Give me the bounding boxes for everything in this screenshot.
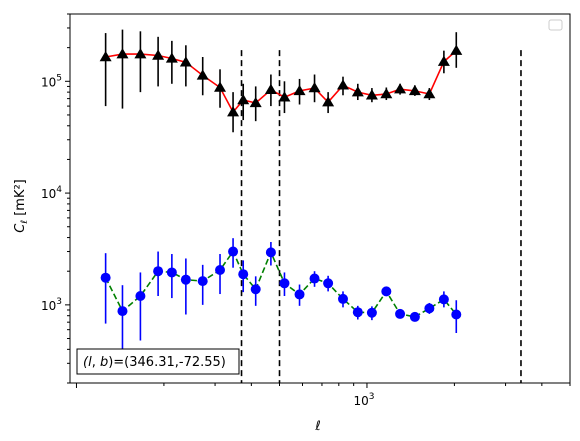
data-point-triangle [437,55,450,66]
data-point-circle [197,276,208,287]
data-point-circle [250,284,261,295]
data-point-circle [424,303,435,314]
y-tick-label: 104 [41,185,62,201]
data-point-triangle [179,56,192,67]
data-point-circle [135,291,146,302]
data-point-triangle [152,49,165,60]
data-point-triangle [450,44,463,55]
data-point-circle [294,289,305,300]
data-point-circle [438,294,449,305]
annotation-text: (l, b)=(346.31,-72.55) [83,355,226,370]
data-point-circle [117,306,128,317]
data-point-circle [100,272,111,283]
data-point-triangle [423,87,436,99]
legend-box[interactable] [548,19,563,31]
data-point-triangle [237,94,250,105]
data-point-circle [228,246,239,257]
data-point-circle [323,278,334,289]
axis-ticks: 103 104 105 103 [41,13,571,408]
data-point-circle [451,309,462,320]
plot-area [99,29,522,383]
data-point-circle [153,266,164,277]
data-point-circle [409,311,420,322]
y-axis-label: Cℓ [mK²] [13,179,30,232]
data-point-triangle [249,96,262,108]
annotation-box [76,348,240,375]
data-point-circle [279,278,290,289]
data-point-triangle [365,89,378,100]
data-point-triangle [293,84,306,96]
data-point-triangle [116,48,129,59]
data-point-triangle [214,81,227,92]
data-point-circle [238,269,249,280]
data-point-circle [215,265,226,276]
x-tick-label: 103 [353,392,374,408]
data-point-circle [366,307,377,318]
data-point-triangle [264,83,277,94]
data-point-triangle [380,87,393,99]
x-axis-label: ℓ [314,419,320,434]
data-point-triangle [278,91,291,102]
data-point-triangle [394,83,407,94]
data-point-triangle [134,48,147,59]
data-point-circle [180,274,191,285]
y-tick-label: 103 [41,297,62,313]
data-point-triangle [408,84,421,96]
plot-content [99,29,522,383]
series-triangles [99,29,463,133]
data-point-triangle [165,52,178,63]
data-point-triangle [336,79,349,90]
data-point-triangle [227,106,240,117]
data-point-triangle [99,50,112,62]
data-point-circle [337,293,348,304]
data-point-triangle [308,82,321,93]
data-point-circle [352,307,363,318]
data-point-triangle [322,96,335,107]
data-point-circle [166,267,177,278]
series-circles [100,238,462,367]
data-point-circle [381,286,392,297]
data-point-circle [395,308,406,319]
data-point-circle [309,273,320,284]
data-point-circle [265,247,276,258]
svg-text:Cℓ [mK²]: Cℓ [mK²] [13,179,30,232]
data-point-triangle [351,86,364,97]
y-tick-label: 105 [41,73,62,89]
data-point-triangle [196,69,209,80]
